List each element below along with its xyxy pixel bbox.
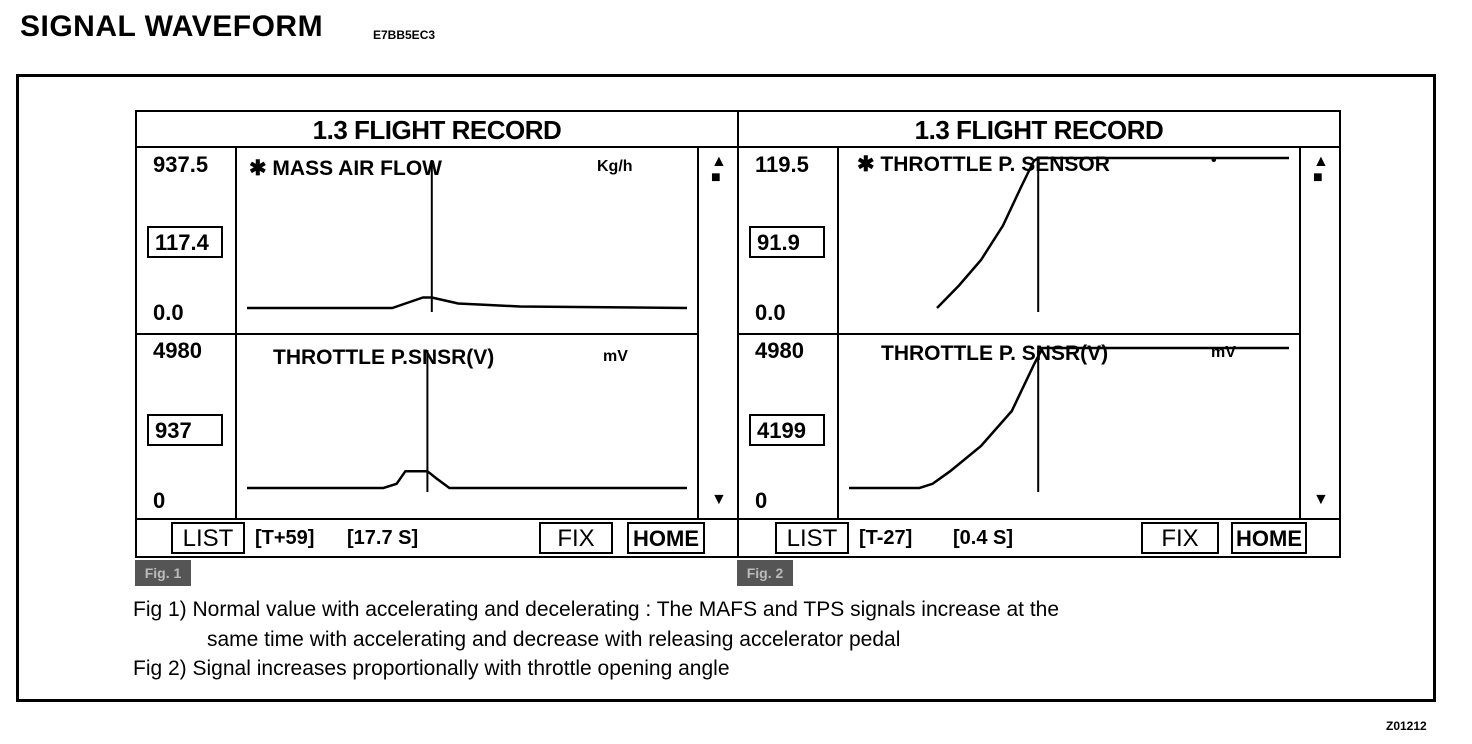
graph-divider (137, 333, 699, 335)
fig-1-tag: Fig. 1 (135, 560, 191, 586)
top-graph-unit: • (1211, 152, 1217, 169)
top-waveform-trace (247, 296, 688, 310)
bottom-graph-unit: mV (1211, 344, 1236, 361)
bottom-graph-label: THROTTLE P. SNSR(V) (881, 342, 1109, 365)
top-waveform-trace (936, 156, 1289, 309)
bottom-graph-value: 937 (147, 414, 223, 446)
fig-2-tag: Fig. 2 (737, 560, 793, 586)
top-graph-min: 0.0 (755, 300, 786, 325)
time-offset: [T+59] (255, 527, 315, 549)
figure-frame (16, 74, 1436, 702)
up-triangle-icon[interactable]: ▲ (1313, 153, 1329, 170)
bottom-waveform-trace (849, 346, 1289, 490)
document-code: E7BB5EC3 (373, 28, 436, 42)
top-graph-label: ✱ MASS AIR FLOW (249, 157, 442, 180)
up-triangle-icon[interactable]: ▲ (711, 153, 727, 170)
bottom-graph-unit: mV (603, 348, 628, 365)
bottom-waveform-trace (247, 469, 687, 490)
bottom-graph-min: 0 (755, 488, 768, 513)
bottom-graph-label: THROTTLE P.SNSR(V) (273, 346, 495, 369)
scroll-column[interactable]: ▲ ■ ▼ (697, 146, 737, 520)
down-triangle-icon[interactable]: ▼ (1313, 491, 1329, 508)
scale-column: 937.5 117.4 0.0 4980 937 0 (137, 146, 237, 520)
home-button[interactable]: HOME (627, 522, 705, 554)
panel-title: 1.3 FLIGHT RECORD (137, 112, 737, 148)
top-graph-label: ✱ THROTTLE P. SENSOR (857, 153, 1110, 176)
waveform-plot (247, 160, 688, 492)
elapsed-seconds: [0.4 S] (953, 527, 1014, 549)
figure-id: Z01212 (1386, 719, 1427, 733)
bottom-graph-min: 0 (153, 488, 166, 513)
home-button[interactable]: HOME (1231, 522, 1307, 554)
bottom-graph-value: 4199 (749, 414, 825, 446)
flight-record-panel-1: 1.3 FLIGHT RECORD 937.5 117.4 0.0 4980 9… (135, 110, 739, 558)
elapsed-seconds: [17.7 S] (347, 527, 419, 549)
square-stop-icon[interactable]: ■ (711, 169, 721, 186)
bottom-graph-max: 4980 (153, 338, 202, 363)
fix-button[interactable]: FIX (539, 522, 613, 554)
top-graph-min: 0.0 (153, 300, 184, 325)
waveform-plot (849, 156, 1289, 492)
list-button[interactable]: LIST (775, 522, 849, 554)
bottom-bar: LIST [T-27] [0.4 S] FIX HOME (739, 518, 1339, 556)
top-graph-max: 937.5 (153, 152, 209, 177)
fix-button[interactable]: FIX (1141, 522, 1219, 554)
document-title: SIGNAL WAVEFORM (20, 10, 324, 43)
caption-fig1-line2: same time with accelerating and decrease… (207, 628, 901, 651)
bottom-bar: LIST [T+59] [17.7 S] FIX HOME (137, 518, 737, 556)
down-triangle-icon[interactable]: ▼ (711, 491, 727, 508)
graph-divider (739, 333, 1301, 335)
top-graph-value: 117.4 (147, 226, 223, 258)
square-stop-icon[interactable]: ■ (1313, 169, 1323, 186)
list-button[interactable]: LIST (171, 522, 245, 554)
scroll-column[interactable]: ▲ ■ ▼ (1299, 146, 1339, 520)
caption-fig2: Fig 2) Signal increases proportionally w… (133, 657, 730, 680)
top-graph-unit: Kg/h (597, 158, 633, 175)
bottom-graph-max: 4980 (755, 338, 804, 363)
top-graph-value: 91.9 (749, 226, 825, 258)
top-graph-max: 119.5 (755, 152, 809, 177)
flight-record-panel-2: 1.3 FLIGHT RECORD 119.5 91.9 0.0 4980 41… (737, 110, 1341, 558)
time-offset: [T-27] (859, 527, 913, 549)
panel-title: 1.3 FLIGHT RECORD (739, 112, 1339, 148)
caption-fig1-line1: Fig 1) Normal value with accelerating an… (133, 598, 1060, 621)
